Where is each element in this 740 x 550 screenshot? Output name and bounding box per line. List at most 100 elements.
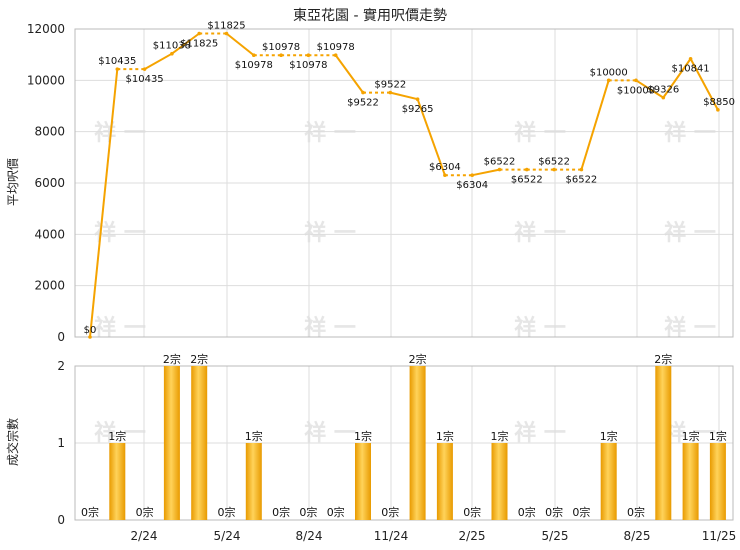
price-point: [388, 90, 393, 95]
deal-count-bar: [191, 366, 208, 520]
top-plot-border: [74, 28, 734, 338]
price-data-label: $9326: [647, 85, 679, 96]
deal-count-label: 1宗: [108, 429, 126, 443]
price-line-segment: [580, 80, 610, 170]
deal-count-label: 0宗: [136, 505, 154, 519]
bottom-y-tick-label: 2: [57, 359, 65, 373]
deal-count-label: 1宗: [491, 429, 509, 443]
deal-count-bar: [491, 443, 508, 520]
price-line-segment: [471, 168, 500, 177]
price-data-label: $0: [84, 325, 97, 336]
watermark-logo: 祥 一: [664, 420, 716, 446]
top-y-tick-label: 0: [57, 330, 65, 344]
price-point: [252, 53, 256, 58]
deal-count-label: 1宗: [354, 429, 372, 443]
deal-count-bar: [436, 443, 453, 520]
price-point: [333, 53, 338, 58]
deal-count-label: 1宗: [245, 429, 263, 443]
top-y-tick-label: 6000: [34, 176, 65, 190]
price-data-label: $11038: [153, 41, 191, 52]
price-point: [579, 167, 584, 172]
bottom-plot-border: [74, 365, 734, 521]
price-line-segment: [416, 98, 446, 176]
price-line-segment: [390, 91, 418, 101]
deal-count-label: 1宗: [709, 429, 727, 443]
price-data-label: $10978: [317, 42, 355, 53]
x-tick-label: 8/25: [624, 529, 651, 543]
x-tick-label: 11/25: [702, 529, 737, 543]
deal-count-bar: [709, 443, 726, 520]
price-data-label: $10841: [672, 64, 710, 75]
watermark-logo: 祥 一: [94, 220, 146, 246]
deal-count-bar: [109, 443, 126, 520]
x-tick-label: 5/24: [214, 529, 241, 543]
price-data-label: $11825: [180, 38, 218, 49]
price-data-label: $10978: [235, 60, 273, 71]
deal-count-label: 0宗: [299, 505, 317, 519]
watermark-logo: 祥 一: [514, 420, 566, 446]
deal-count-label: 1宗: [600, 429, 618, 443]
watermark-logo: 祥 一: [514, 220, 566, 246]
deal-count-label: 0宗: [545, 505, 563, 519]
top-y-tick-label: 10000: [27, 73, 65, 87]
price-data-label: $10978: [289, 60, 327, 71]
watermark-logo: 祥 一: [664, 120, 716, 146]
price-data-label: $6522: [511, 175, 543, 186]
x-tick-label: 11/24: [374, 529, 409, 543]
price-data-label: $11825: [207, 20, 245, 31]
chart-title: 東亞花園 - 實用呎價走勢: [293, 7, 447, 24]
price-point: [470, 173, 475, 177]
deal-count-label: 1宗: [682, 429, 700, 443]
price-data-label: $10435: [98, 56, 136, 67]
price-data-label: $6522: [565, 175, 597, 186]
deal-count-bar: [163, 366, 180, 520]
price-data-label: $9265: [402, 104, 434, 115]
watermark-logo: 祥 一: [304, 220, 356, 246]
price-line-segment: [635, 79, 664, 99]
x-tick-label: 5/25: [542, 529, 569, 543]
watermark-logo: 祥 一: [94, 420, 146, 446]
bottom-y-tick-label: 0: [57, 513, 65, 527]
price-line-segment: [662, 58, 692, 99]
price-point: [716, 108, 720, 112]
price-data-label: $10000: [617, 85, 655, 96]
price-line-segment: [334, 54, 364, 94]
bottom-y-tick-label: 1: [57, 436, 65, 450]
price-point: [224, 31, 229, 36]
price-point: [525, 167, 529, 172]
price-point: [197, 31, 201, 36]
price-point: [306, 53, 311, 58]
price-point: [279, 53, 283, 58]
deal-count-bar: [655, 366, 672, 520]
deal-count-bar: [600, 443, 617, 520]
price-point: [142, 67, 147, 71]
price-data-label: $9522: [347, 98, 379, 109]
price-data-label: $8850: [703, 97, 735, 108]
price-line-segment: [171, 32, 200, 55]
deal-count-label: 1宗: [436, 429, 454, 443]
line-y-axis-label: 平均呎價: [6, 158, 20, 206]
price-point: [661, 95, 666, 100]
top-y-tick-label: 8000: [34, 125, 65, 139]
watermark-logo: 祥 一: [94, 120, 146, 146]
price-point: [415, 97, 420, 101]
price-data-label: $6304: [429, 162, 461, 173]
price-line-segment: [225, 32, 255, 57]
top-y-tick-label: 2000: [34, 279, 65, 293]
price-point: [497, 167, 502, 172]
deal-count-label: 0宗: [572, 505, 590, 519]
deal-count-label: 2宗: [163, 352, 181, 366]
price-point: [115, 67, 120, 71]
price-data-label: $6304: [456, 180, 488, 191]
watermark-logo: 祥 一: [664, 220, 716, 246]
deal-count-label: 0宗: [272, 505, 290, 519]
price-data-label: $10978: [262, 42, 300, 53]
price-point: [552, 167, 556, 172]
price-point: [688, 56, 693, 61]
deal-count-label: 2宗: [409, 352, 427, 366]
price-point: [606, 78, 611, 83]
deal-count-label: 0宗: [627, 505, 645, 519]
x-tick-label: 8/24: [296, 529, 323, 543]
